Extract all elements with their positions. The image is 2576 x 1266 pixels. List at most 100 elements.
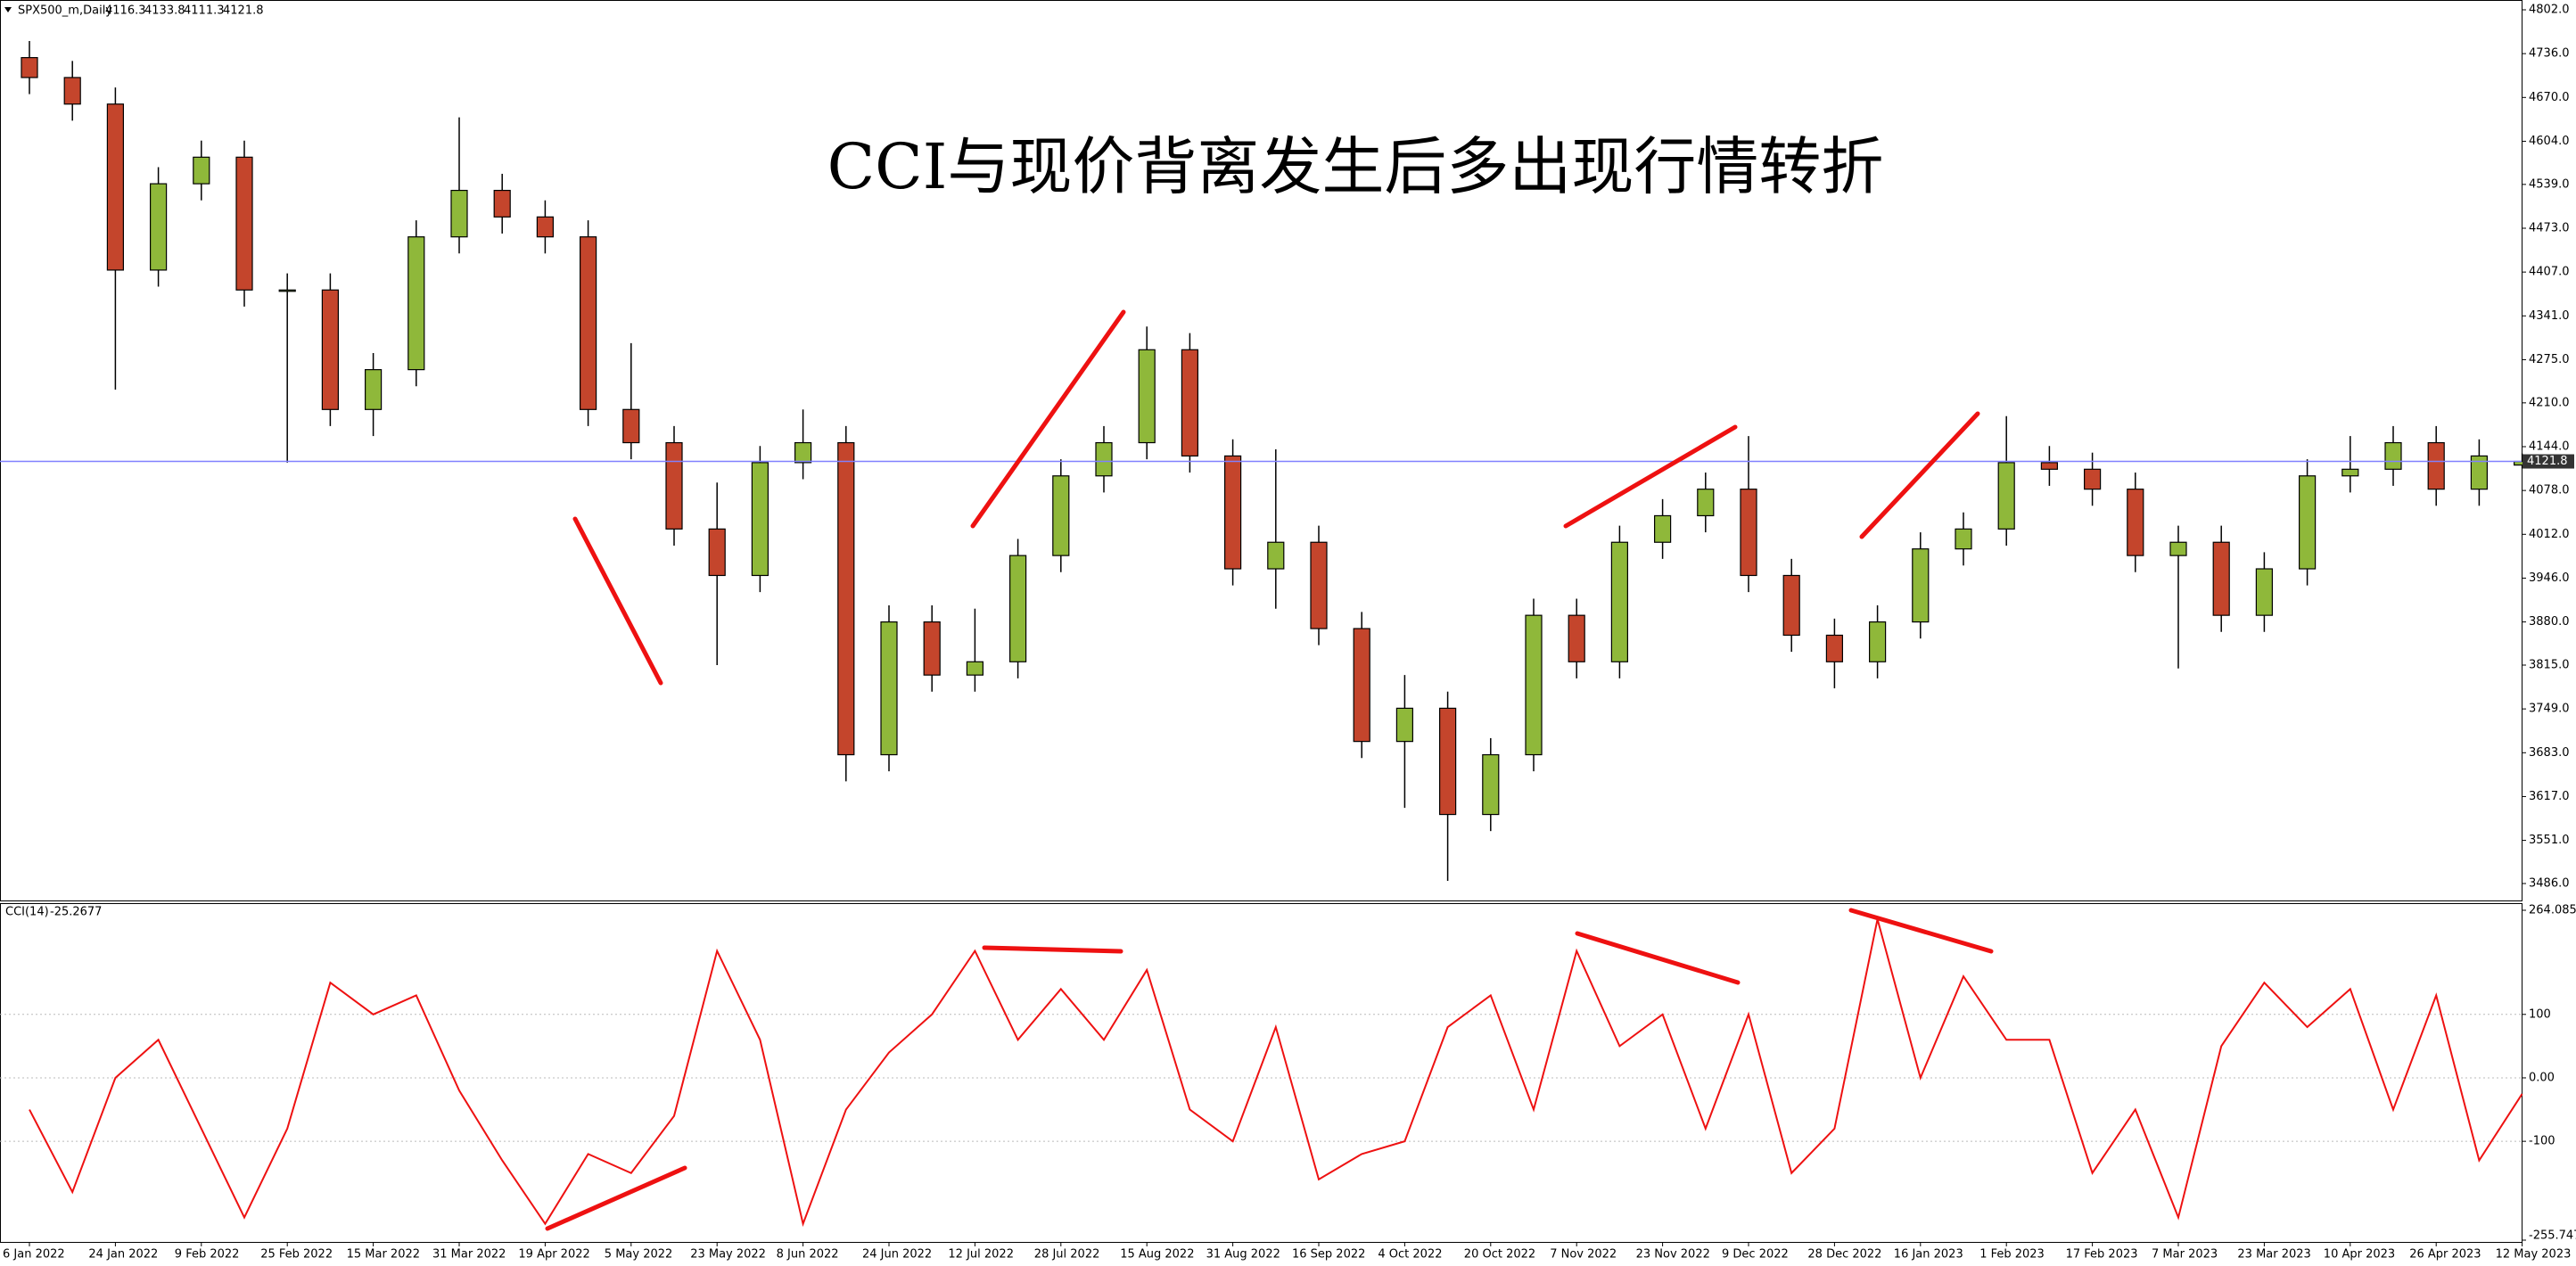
candle-body xyxy=(106,103,125,271)
x-tick-label: 9 Dec 2022 xyxy=(1722,1248,1789,1262)
divergence-lines xyxy=(545,309,1994,1231)
cci-title: CCI(14) xyxy=(5,906,49,919)
candle-body xyxy=(665,441,683,530)
y-tick-label: -255.7477 xyxy=(2529,1229,2576,1243)
y-tick-label: 3880.0 xyxy=(2529,615,2570,629)
y-tick-label: 3683.0 xyxy=(2529,746,2570,760)
divergence-line xyxy=(1563,424,1738,529)
candle-body xyxy=(450,189,468,238)
candle-body xyxy=(2427,441,2445,490)
candle-body xyxy=(1482,753,1500,816)
candle-body xyxy=(1653,514,1672,543)
candle-body xyxy=(63,77,81,105)
y-tick-label: 4144.0 xyxy=(2529,440,2570,454)
x-tick-label: 16 Sep 2022 xyxy=(1292,1248,1365,1262)
candle-body xyxy=(794,441,812,464)
y-tick-label: 3617.0 xyxy=(2529,790,2570,803)
y-tick-label: 4736.0 xyxy=(2529,47,2570,61)
candle-body xyxy=(2384,441,2402,470)
candle-body xyxy=(880,621,898,756)
x-tick-label: 5 May 2022 xyxy=(605,1248,673,1262)
divergence-line xyxy=(1575,931,1741,985)
candle-body xyxy=(1395,707,1414,743)
x-tick-label: 4 Oct 2022 xyxy=(1378,1248,1442,1262)
candle-body xyxy=(1869,621,1887,662)
x-tick-label: 6 Jan 2022 xyxy=(3,1248,65,1262)
price-panel xyxy=(0,0,2523,901)
candle-body xyxy=(966,661,984,676)
candle-body xyxy=(365,369,383,410)
candle-body xyxy=(2299,475,2317,570)
y-tick-label: 4604.0 xyxy=(2529,135,2570,148)
y-tick-label: 4473.0 xyxy=(2529,222,2570,235)
cci-last: -25.2677 xyxy=(50,906,102,919)
candle-body xyxy=(751,462,770,577)
x-tick-label: 17 Feb 2023 xyxy=(2066,1248,2138,1262)
last-open: 4116.3 xyxy=(105,4,146,18)
candle-body xyxy=(2212,541,2230,616)
y-tick-label: 3749.0 xyxy=(2529,703,2570,716)
last-low: 4111.3 xyxy=(184,4,225,18)
candle-body xyxy=(1052,475,1070,556)
candle-body xyxy=(579,236,597,410)
candle-body xyxy=(1568,614,1585,662)
candle-body xyxy=(1223,455,1242,570)
candle-body xyxy=(622,408,640,444)
x-tick-label: 19 Apr 2022 xyxy=(518,1248,589,1262)
annotation: CCI与现价背离发生后多出现行情转折 xyxy=(827,130,1884,203)
candle-body xyxy=(21,57,38,78)
x-tick-label: 28 Jul 2022 xyxy=(1034,1248,1100,1262)
cci-panel xyxy=(0,903,2523,1243)
plot-layer: 4802.0 4736.0 4670.0 4604.0 4539.0 4473.0 4407… xyxy=(0,4,2576,1262)
x-tick-label: 24 Jun 2022 xyxy=(862,1248,932,1262)
candle-body xyxy=(1825,634,1843,662)
x-tick-label: 25 Feb 2022 xyxy=(260,1248,333,1262)
candle-body xyxy=(536,216,555,238)
candle-body xyxy=(1997,462,2015,530)
candle-body xyxy=(1697,489,1715,517)
candle-body xyxy=(708,528,726,577)
candle-body xyxy=(2169,541,2187,556)
x-tick-label: 23 Mar 2023 xyxy=(2237,1248,2310,1262)
candle-body xyxy=(1181,349,1199,457)
y-tick-label: 4210.0 xyxy=(2529,396,2570,409)
divergence-line xyxy=(982,945,1123,954)
candle-body xyxy=(150,183,168,271)
last-close: 4121.8 xyxy=(223,4,264,18)
candle-body xyxy=(407,236,425,371)
candle-body xyxy=(2470,455,2488,490)
y-tick-label: 4407.0 xyxy=(2529,266,2570,279)
x-tick-label: 15 Aug 2022 xyxy=(1120,1248,1194,1262)
candle-body xyxy=(1955,528,1972,550)
y-tick-label: 3486.0 xyxy=(2529,877,2570,891)
y-tick-label: 264.0853 xyxy=(2529,904,2576,917)
cci-line xyxy=(29,918,2523,1228)
last-high: 4133.8 xyxy=(144,4,185,18)
y-tick-label: 4078.0 xyxy=(2529,484,2570,497)
candle-body xyxy=(2040,462,2058,470)
x-tick-label: 23 May 2022 xyxy=(690,1248,766,1262)
y-tick-label: -100 xyxy=(2529,1135,2555,1148)
candle-body xyxy=(2084,468,2102,490)
x-tick-label: 24 Jan 2022 xyxy=(88,1248,158,1262)
y-tick-label: 3946.0 xyxy=(2529,571,2570,585)
candle-body xyxy=(1782,574,1800,637)
x-tick-label: 9 Feb 2022 xyxy=(175,1248,240,1262)
candle-body xyxy=(1353,628,1370,743)
divergence-line xyxy=(1848,908,1994,954)
candle-body xyxy=(1525,614,1543,756)
y-tick-label: 3551.0 xyxy=(2529,834,2570,847)
y-tick-label: 4802.0 xyxy=(2529,4,2570,17)
x-tick-label: 7 Nov 2022 xyxy=(1550,1248,1617,1262)
candle-body xyxy=(1438,707,1457,816)
x-tick-label: 1 Feb 2023 xyxy=(1979,1248,2045,1262)
y-tick-label: 3815.0 xyxy=(2529,659,2570,672)
candle-body xyxy=(1740,489,1757,577)
candle-body xyxy=(1095,441,1113,477)
y-tick-label: 4341.0 xyxy=(2529,309,2570,323)
x-tick-label: 8 Jun 2022 xyxy=(777,1248,839,1262)
candle-body xyxy=(1267,541,1285,570)
x-tick-label: 15 Mar 2022 xyxy=(347,1248,420,1262)
candle-body xyxy=(2341,468,2359,477)
